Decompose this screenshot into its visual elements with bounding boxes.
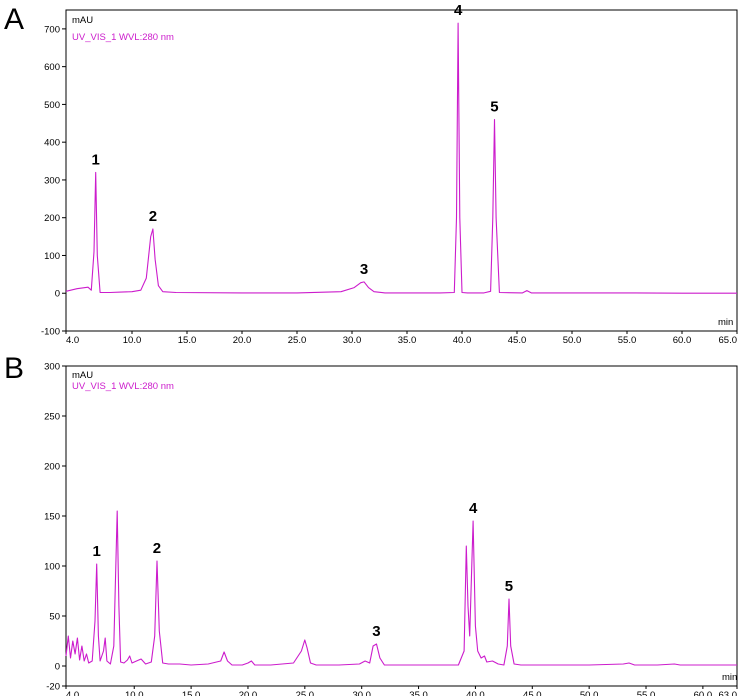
x-tick-label: 10.0 xyxy=(125,690,144,696)
chromatogram-trace-b xyxy=(65,510,737,666)
y-tick-label: 700 xyxy=(44,24,60,35)
panel-label-a: A xyxy=(4,3,24,36)
x-tick-label: 15.0 xyxy=(178,335,197,346)
peak-label-5: 5 xyxy=(505,578,513,595)
chromatogram-trace-a xyxy=(65,22,737,294)
x-tick-label: 60.0 xyxy=(694,690,713,696)
x-unit-label-b: min xyxy=(722,672,737,683)
panel-b-axes: -20 0 50 100 150 200 250 300 4.0 10.0 15.0 20.0 25.0… xyxy=(44,362,738,696)
x-tick-label: 20.0 xyxy=(239,690,258,696)
peak-label-4: 4 xyxy=(454,2,463,19)
x-tick-label: 4.0 xyxy=(66,690,79,696)
peak-label-5: 5 xyxy=(490,99,498,116)
y-tick-label: 600 xyxy=(44,62,60,73)
y-tick-label: -100 xyxy=(41,327,60,338)
peak-label-3: 3 xyxy=(360,261,368,278)
y-tick-label: 50 xyxy=(49,612,60,623)
x-tick-label: 30.0 xyxy=(352,690,371,696)
x-tick-label: 35.0 xyxy=(409,690,428,696)
y-tick-label: 500 xyxy=(44,100,60,111)
x-tick-label: 50.0 xyxy=(563,335,582,346)
x-unit-label-a: min xyxy=(718,317,733,328)
plot-frame-a xyxy=(65,9,738,332)
x-tick-label: 40.0 xyxy=(466,690,485,696)
peak-label-2: 2 xyxy=(153,540,161,557)
y-tick-label: 200 xyxy=(44,462,60,473)
y-tick-label: 100 xyxy=(44,562,60,573)
x-tick-label: 30.0 xyxy=(343,335,362,346)
x-tick-label: 25.0 xyxy=(288,335,307,346)
x-tick-label: 65.0 xyxy=(719,335,738,346)
x-tick-label: 63.0 xyxy=(719,690,738,696)
x-tick-label: 20.0 xyxy=(233,335,252,346)
chart-panel-a: A -100 0 100 200 300 400 500 600 700 4.0 10.0 15.0 2… xyxy=(4,2,738,346)
y-tick-label: -20 xyxy=(46,682,60,693)
x-tick-label: 55.0 xyxy=(618,335,637,346)
x-tick-label: 15.0 xyxy=(182,690,201,696)
y-tick-label: 400 xyxy=(44,138,60,149)
y-tick-label: 300 xyxy=(44,175,60,186)
detector-label-a: UV_VIS_1 WVL:280 nm xyxy=(72,32,174,43)
y-tick-label: 0 xyxy=(55,662,60,673)
x-tick-label: 35.0 xyxy=(398,335,417,346)
detector-label-b: UV_VIS_1 WVL:280 nm xyxy=(72,381,174,392)
y-unit-label-a: mAU xyxy=(72,15,93,26)
x-tick-label: 55.0 xyxy=(637,690,656,696)
x-tick-label: 45.0 xyxy=(523,690,542,696)
x-tick-label: 45.0 xyxy=(508,335,527,346)
peak-label-4: 4 xyxy=(469,500,478,517)
y-tick-label: 200 xyxy=(44,213,60,224)
x-tick-label: 40.0 xyxy=(453,335,472,346)
panel-label-b: B xyxy=(4,352,24,385)
x-tick-label: 10.0 xyxy=(123,335,142,346)
peak-label-3: 3 xyxy=(372,623,380,640)
plot-frame-b xyxy=(65,365,738,687)
y-tick-label: 0 xyxy=(55,289,60,300)
panel-a-axes: -100 0 100 200 300 400 500 600 700 4.0 10.0 15.0 20.… xyxy=(41,9,738,346)
x-tick-label: 60.0 xyxy=(673,335,692,346)
x-tick-label: 25.0 xyxy=(296,690,315,696)
y-tick-label: 250 xyxy=(44,412,60,423)
x-tick-label: 4.0 xyxy=(66,335,79,346)
panel-a-plot-area: 1 2 3 4 5 xyxy=(65,2,737,294)
y-tick-label: 100 xyxy=(44,251,60,262)
panel-b-plot-area: 1 2 3 4 5 xyxy=(65,500,737,666)
x-tick-label: 50.0 xyxy=(580,690,599,696)
y-unit-label-b: mAU xyxy=(72,370,93,381)
y-tick-label: 150 xyxy=(44,512,60,523)
y-tick-label: 300 xyxy=(44,362,60,373)
peak-label-2: 2 xyxy=(149,208,157,225)
peak-label-1: 1 xyxy=(93,543,101,560)
peak-label-1: 1 xyxy=(92,151,100,168)
